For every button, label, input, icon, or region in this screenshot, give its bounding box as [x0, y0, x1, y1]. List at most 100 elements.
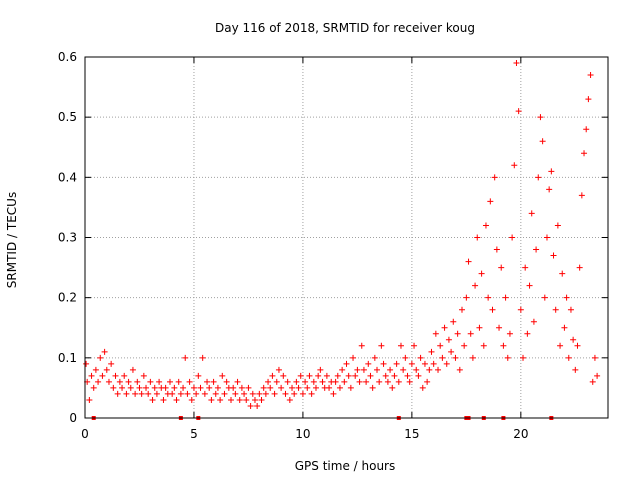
data-point [173, 396, 180, 403]
data-point [101, 348, 108, 355]
data-point [304, 384, 311, 391]
y-tick-label: 0.4 [58, 170, 77, 184]
data-point [171, 384, 178, 391]
data-point [184, 390, 191, 397]
data-point [103, 366, 110, 373]
data-point [526, 282, 533, 289]
data-point [138, 390, 145, 397]
data-point [132, 390, 139, 397]
data-point [326, 384, 333, 391]
data-point [271, 390, 278, 397]
data-point [469, 354, 476, 361]
data-point [319, 378, 326, 385]
data-point [476, 324, 483, 331]
x-tick-label: 5 [190, 427, 198, 441]
data-point [456, 366, 463, 373]
data-point [498, 264, 505, 271]
data-point [430, 360, 437, 367]
data-point [572, 366, 579, 373]
x-axis-label: GPS time / hours [295, 459, 396, 473]
data-point [528, 210, 535, 217]
data-point [524, 330, 531, 337]
data-point [548, 168, 555, 175]
data-point [356, 378, 363, 385]
data-point [162, 384, 169, 391]
data-point [275, 366, 282, 373]
data-point [587, 72, 594, 79]
data-point [450, 318, 457, 325]
data-point [129, 366, 136, 373]
data-point [88, 372, 95, 379]
data-point [360, 366, 367, 373]
data-point [515, 108, 522, 115]
data-point [306, 372, 313, 379]
y-tick-label: 0.5 [58, 110, 77, 124]
data-point [143, 384, 150, 391]
data-point [343, 360, 350, 367]
x-tick-label: 15 [404, 427, 419, 441]
data-point [511, 162, 518, 169]
data-point [474, 234, 481, 241]
data-point [520, 354, 527, 361]
data-point [563, 294, 570, 301]
grid [85, 57, 608, 418]
data-point [589, 378, 596, 385]
data-point [543, 234, 550, 241]
data-point [393, 360, 400, 367]
data-point [291, 390, 298, 397]
data-point [439, 354, 446, 361]
data-point [367, 372, 374, 379]
data-point [175, 378, 182, 385]
data-point [557, 342, 564, 349]
data-point [537, 114, 544, 121]
plot-frame [84, 56, 609, 419]
data-point [539, 138, 546, 145]
data-point [336, 384, 343, 391]
data-point [232, 390, 239, 397]
data-point [419, 384, 426, 391]
data-point [282, 390, 289, 397]
data-point [299, 390, 306, 397]
chart-title: Day 116 of 2018, SRMTID for receiver kou… [215, 21, 475, 35]
data-point [273, 378, 280, 385]
data-point [112, 372, 119, 379]
data-point [302, 378, 309, 385]
data-point [260, 384, 267, 391]
data-point [92, 366, 99, 373]
y-tick-label: 0.1 [58, 351, 77, 365]
data-point [369, 384, 376, 391]
data-point [238, 384, 245, 391]
data-points [83, 60, 601, 409]
y-tick-label: 0.3 [58, 231, 77, 245]
data-point [445, 336, 452, 343]
data-point [554, 222, 561, 229]
data-point [208, 396, 215, 403]
data-point [323, 372, 330, 379]
data-point [384, 378, 391, 385]
data-point [230, 384, 237, 391]
data-point [535, 174, 542, 181]
data-point [376, 378, 383, 385]
data-point [221, 390, 228, 397]
data-point [404, 372, 411, 379]
data-point [541, 294, 548, 301]
data-point [278, 384, 285, 391]
data-point [249, 390, 256, 397]
data-point [236, 396, 243, 403]
data-point [339, 366, 346, 373]
data-point [395, 378, 402, 385]
data-point [424, 378, 431, 385]
data-point [594, 372, 601, 379]
data-point [504, 354, 511, 361]
data-point [482, 222, 489, 229]
data-point [426, 366, 433, 373]
data-point [441, 324, 448, 331]
data-point [251, 396, 258, 403]
data-point [489, 306, 496, 313]
data-point [119, 384, 126, 391]
data-point [415, 372, 422, 379]
data-point [125, 378, 132, 385]
data-point [559, 270, 566, 277]
data-point [258, 396, 265, 403]
data-point [496, 324, 503, 331]
